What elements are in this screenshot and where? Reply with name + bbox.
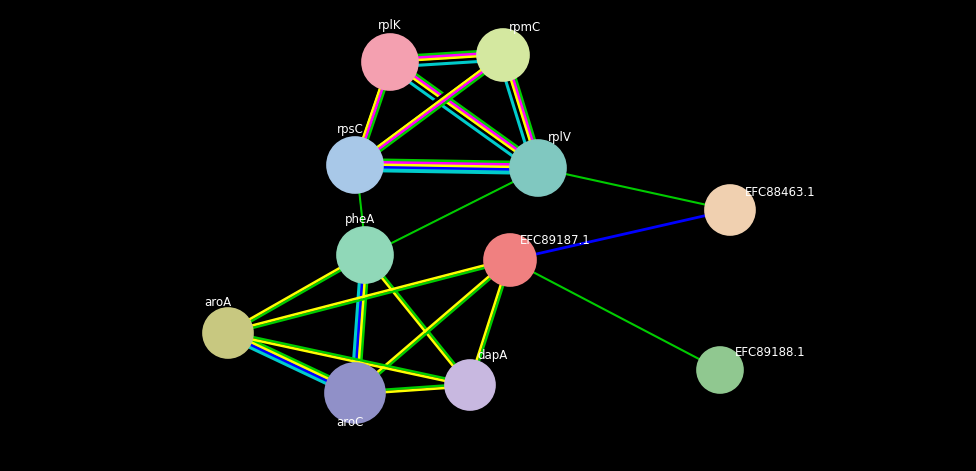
Text: aroC: aroC xyxy=(337,416,364,430)
Text: pheA: pheA xyxy=(345,212,375,226)
Circle shape xyxy=(445,360,495,410)
Text: rplK: rplK xyxy=(379,19,402,32)
Circle shape xyxy=(362,34,418,90)
Circle shape xyxy=(337,227,393,283)
Circle shape xyxy=(203,308,253,358)
Text: EFC89188.1: EFC89188.1 xyxy=(735,346,805,358)
Text: rplV: rplV xyxy=(549,131,572,145)
Text: rpsC: rpsC xyxy=(337,122,363,136)
Text: EFC89187.1: EFC89187.1 xyxy=(519,234,590,246)
Circle shape xyxy=(325,363,385,423)
Circle shape xyxy=(705,185,755,235)
Circle shape xyxy=(484,234,536,286)
Text: dapA: dapA xyxy=(477,349,508,362)
Text: rpmC: rpmC xyxy=(508,21,541,33)
Circle shape xyxy=(510,140,566,196)
Circle shape xyxy=(697,347,743,393)
Circle shape xyxy=(327,137,383,193)
Text: aroA: aroA xyxy=(204,297,231,309)
Circle shape xyxy=(477,29,529,81)
Text: EFC88463.1: EFC88463.1 xyxy=(745,186,815,198)
